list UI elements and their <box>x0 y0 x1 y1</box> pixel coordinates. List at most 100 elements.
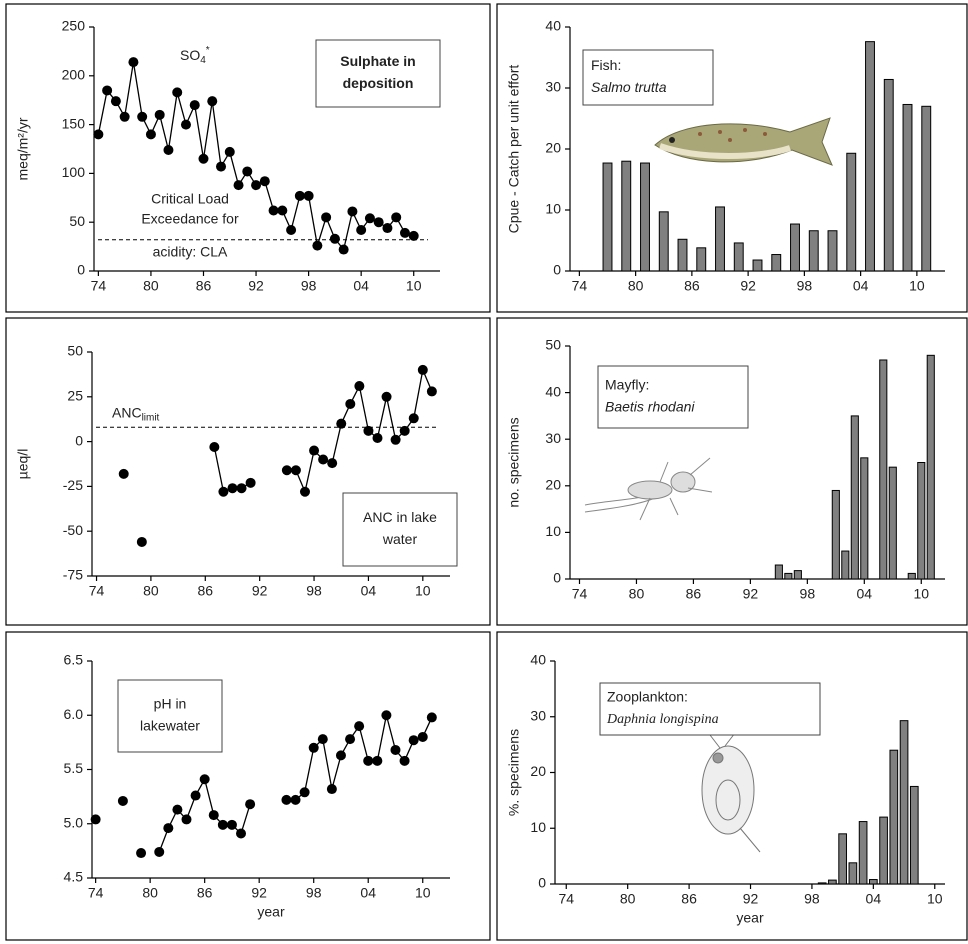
x-tick-label: 80 <box>628 278 644 294</box>
x-tick-label: 04 <box>353 278 369 294</box>
x-tick-label: 74 <box>89 583 105 599</box>
x-tick-label: 98 <box>800 586 816 602</box>
data-point <box>409 735 419 745</box>
data-point <box>207 96 217 106</box>
reference-label: ANClimit <box>112 404 160 423</box>
bar <box>659 212 668 271</box>
data-point <box>318 734 328 744</box>
data-point <box>111 96 121 106</box>
y-axis-label: Cpue - Catch per unit effort <box>506 65 522 234</box>
y-tick-label: 30 <box>545 430 561 446</box>
data-point <box>291 465 301 475</box>
data-point <box>200 774 210 784</box>
y-tick-label: 40 <box>530 652 546 668</box>
data-point <box>418 732 428 742</box>
x-tick-label: 86 <box>198 583 214 599</box>
data-point <box>227 483 237 493</box>
x-tick-label: 98 <box>306 583 322 599</box>
y-tick-label: -50 <box>63 522 83 538</box>
annotation-text: SO <box>180 47 200 63</box>
x-tick-label: 10 <box>406 278 422 294</box>
data-point <box>382 392 392 402</box>
data-point <box>237 483 247 493</box>
bar <box>603 163 612 271</box>
bar <box>839 834 847 884</box>
data-point <box>136 848 146 858</box>
chart-title: pH in <box>154 696 187 712</box>
data-point <box>400 756 410 766</box>
data-point <box>312 241 322 251</box>
data-point <box>336 419 346 429</box>
y-tick-label: -75 <box>63 567 83 583</box>
title-box <box>343 493 457 566</box>
data-point <box>218 820 228 830</box>
y-axis-label: %. specimens <box>506 729 522 816</box>
bar <box>716 207 725 271</box>
data-point <box>400 228 410 238</box>
bar <box>842 551 849 579</box>
chart-title: Fish: <box>591 57 621 73</box>
bar <box>809 231 818 271</box>
data-point <box>304 191 314 201</box>
y-tick-label: 20 <box>530 763 546 779</box>
data-point <box>172 87 182 97</box>
x-tick-label: 10 <box>415 885 431 901</box>
data-point <box>381 710 391 720</box>
y-tick-label: 30 <box>530 707 546 723</box>
data-point <box>269 205 279 215</box>
chart-title: ANC in lake <box>363 509 437 525</box>
y-axis-label: meq/m²/yr <box>15 117 31 180</box>
bar <box>847 153 856 271</box>
chart-title: Baetis rhodani <box>605 399 695 415</box>
data-point <box>300 787 310 797</box>
y-tick-label: 6.5 <box>64 652 84 668</box>
bar <box>794 571 801 579</box>
data-point <box>218 487 228 497</box>
x-tick-label: 98 <box>804 891 820 907</box>
x-tick-label: 10 <box>913 586 929 602</box>
data-point <box>234 180 244 190</box>
y-tick-label: 150 <box>62 115 86 131</box>
chart-title: Zooplankton: <box>607 689 688 705</box>
data-point <box>356 225 366 235</box>
data-point <box>118 796 128 806</box>
x-tick-label: 04 <box>361 583 377 599</box>
data-point <box>246 478 256 488</box>
fish-picture <box>655 118 832 165</box>
x-tick-label: 80 <box>143 278 159 294</box>
y-axis-label: no. specimens <box>506 417 522 507</box>
data-point <box>354 381 364 391</box>
chart-panel: 4.55.05.56.06.574808692980410yearpH inla… <box>6 632 490 940</box>
data-point <box>391 435 401 445</box>
bar <box>866 42 875 271</box>
x-tick-label: 80 <box>142 885 158 901</box>
data-point <box>163 823 173 833</box>
bar <box>884 79 893 271</box>
bar <box>791 224 800 271</box>
chart-title: lakewater <box>140 718 200 734</box>
x-tick-label: 74 <box>572 278 588 294</box>
y-tick-label: 0 <box>538 875 546 891</box>
bar <box>908 573 915 579</box>
bar <box>818 883 826 884</box>
data-point <box>251 180 261 190</box>
mayfly-picture <box>585 458 712 520</box>
x-tick-label: 98 <box>306 885 322 901</box>
y-tick-label: 10 <box>530 819 546 835</box>
y-tick-label: 6.0 <box>64 706 84 722</box>
bar <box>851 416 858 579</box>
data-point <box>119 469 129 479</box>
data-point <box>209 442 219 452</box>
data-point <box>181 120 191 130</box>
x-tick-label: 92 <box>252 583 268 599</box>
chart-panel: 05010015020025074808692980410meq/m²/yrSu… <box>6 4 490 312</box>
x-tick-label: 80 <box>629 586 645 602</box>
bar <box>890 750 898 884</box>
data-point <box>400 426 410 436</box>
x-tick-label: 86 <box>684 278 700 294</box>
data-point <box>227 820 237 830</box>
bar <box>622 161 631 271</box>
x-tick-label: 10 <box>415 583 431 599</box>
x-tick-label: 86 <box>686 586 702 602</box>
x-tick-label: 92 <box>743 891 759 907</box>
